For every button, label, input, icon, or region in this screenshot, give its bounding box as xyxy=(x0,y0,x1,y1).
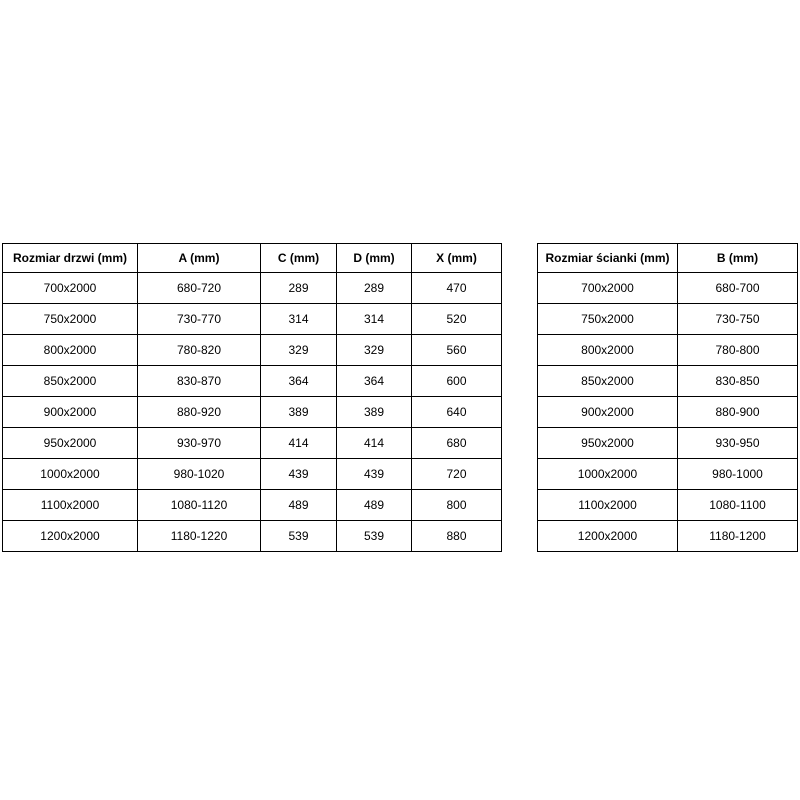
table-cell: 1200x2000 xyxy=(537,520,678,552)
table-cell: 289 xyxy=(336,272,412,304)
table-cell: 329 xyxy=(336,334,412,366)
table-cell: 560 xyxy=(411,334,502,366)
table-cell: 720 xyxy=(411,458,502,490)
column-header-a: A (mm) xyxy=(137,243,261,273)
table-cell: 1180-1200 xyxy=(677,520,798,552)
column-header-x: X (mm) xyxy=(411,243,502,273)
table-cell: 800 xyxy=(411,489,502,521)
table-cell: 680-720 xyxy=(137,272,261,304)
table-cell: 289 xyxy=(260,272,337,304)
table-row: 800x2000 780-800 xyxy=(537,334,798,366)
table-cell: 780-800 xyxy=(677,334,798,366)
table-cell: 364 xyxy=(336,365,412,397)
table-cell: 1080-1120 xyxy=(137,489,261,521)
wall-table-body: 700x2000 680-700 750x2000 730-750 800x2000 78… xyxy=(537,272,798,552)
table-row: 1200x2000 1180-1200 xyxy=(537,520,798,552)
table-cell: 1000x2000 xyxy=(537,458,678,490)
table-cell: 470 xyxy=(411,272,502,304)
table-cell: 314 xyxy=(260,303,337,335)
table-cell: 850x2000 xyxy=(2,365,138,397)
column-header-b: B (mm) xyxy=(677,243,798,273)
door-size-table: Rozmiar drzwi (mm) A (mm) C (mm) D (mm) … xyxy=(2,243,502,552)
table-row: 950x2000 930-950 xyxy=(537,427,798,459)
table-cell: 930-970 xyxy=(137,427,261,459)
wall-size-table: Rozmiar ścianki (mm) B (mm) 700x2000 680-… xyxy=(537,243,798,552)
table-cell: 439 xyxy=(336,458,412,490)
table-cell: 539 xyxy=(336,520,412,552)
table-cell: 489 xyxy=(260,489,337,521)
table-cell: 364 xyxy=(260,365,337,397)
table-row: 750x2000 730-750 xyxy=(537,303,798,335)
table-row: 900x2000 880-900 xyxy=(537,396,798,428)
table-cell: 880-920 xyxy=(137,396,261,428)
table-cell: 730-750 xyxy=(677,303,798,335)
table-cell: 700x2000 xyxy=(2,272,138,304)
table-cell: 680 xyxy=(411,427,502,459)
table-row: 800x2000 780-820 329 329 560 xyxy=(2,334,502,366)
table-cell: 700x2000 xyxy=(537,272,678,304)
table-cell: 880-900 xyxy=(677,396,798,428)
table-row: 1100x2000 1080-1120 489 489 800 xyxy=(2,489,502,521)
table-row: 1200x2000 1180-1220 539 539 880 xyxy=(2,520,502,552)
table-cell: 600 xyxy=(411,365,502,397)
table-row: 700x2000 680-700 xyxy=(537,272,798,304)
table-cell: 730-770 xyxy=(137,303,261,335)
table-cell: 980-1000 xyxy=(677,458,798,490)
table-cell: 329 xyxy=(260,334,337,366)
table-cell: 680-700 xyxy=(677,272,798,304)
table-cell: 439 xyxy=(260,458,337,490)
column-header-c: C (mm) xyxy=(260,243,337,273)
table-cell: 750x2000 xyxy=(2,303,138,335)
table-cell: 1000x2000 xyxy=(2,458,138,490)
table-cell: 800x2000 xyxy=(537,334,678,366)
column-header-rozmiar-drzwi: Rozmiar drzwi (mm) xyxy=(2,243,138,273)
table-cell: 830-850 xyxy=(677,365,798,397)
table-row: 950x2000 930-970 414 414 680 xyxy=(2,427,502,459)
table-cell: 780-820 xyxy=(137,334,261,366)
column-header-d: D (mm) xyxy=(336,243,412,273)
table-cell: 830-870 xyxy=(137,365,261,397)
table-cell: 900x2000 xyxy=(537,396,678,428)
table-cell: 1180-1220 xyxy=(137,520,261,552)
table-row: 1000x2000 980-1020 439 439 720 xyxy=(2,458,502,490)
table-row: 1000x2000 980-1000 xyxy=(537,458,798,490)
table-row: 850x2000 830-870 364 364 600 xyxy=(2,365,502,397)
column-header-rozmiar-scianki: Rozmiar ścianki (mm) xyxy=(537,243,678,273)
door-table-header-row: Rozmiar drzwi (mm) A (mm) C (mm) D (mm) … xyxy=(2,243,502,273)
table-row: 900x2000 880-920 389 389 640 xyxy=(2,396,502,428)
table-cell: 539 xyxy=(260,520,337,552)
table-cell: 414 xyxy=(260,427,337,459)
table-cell: 489 xyxy=(336,489,412,521)
table-cell: 1100x2000 xyxy=(537,489,678,521)
table-cell: 389 xyxy=(260,396,337,428)
table-row: 750x2000 730-770 314 314 520 xyxy=(2,303,502,335)
table-cell: 850x2000 xyxy=(537,365,678,397)
table-cell: 800x2000 xyxy=(2,334,138,366)
table-cell: 980-1020 xyxy=(137,458,261,490)
table-cell: 880 xyxy=(411,520,502,552)
table-row: 700x2000 680-720 289 289 470 xyxy=(2,272,502,304)
table-row: 1100x2000 1080-1100 xyxy=(537,489,798,521)
table-cell: 1080-1100 xyxy=(677,489,798,521)
table-cell: 640 xyxy=(411,396,502,428)
wall-table-header-row: Rozmiar ścianki (mm) B (mm) xyxy=(537,243,798,273)
table-cell: 750x2000 xyxy=(537,303,678,335)
table-cell: 950x2000 xyxy=(2,427,138,459)
table-cell: 314 xyxy=(336,303,412,335)
table-cell: 520 xyxy=(411,303,502,335)
door-table-body: 700x2000 680-720 289 289 470 750x2000 730-770 3… xyxy=(2,272,502,552)
table-cell: 1100x2000 xyxy=(2,489,138,521)
table-cell: 930-950 xyxy=(677,427,798,459)
table-cell: 900x2000 xyxy=(2,396,138,428)
table-cell: 389 xyxy=(336,396,412,428)
table-cell: 414 xyxy=(336,427,412,459)
table-row: 850x2000 830-850 xyxy=(537,365,798,397)
table-cell: 1200x2000 xyxy=(2,520,138,552)
table-cell: 950x2000 xyxy=(537,427,678,459)
